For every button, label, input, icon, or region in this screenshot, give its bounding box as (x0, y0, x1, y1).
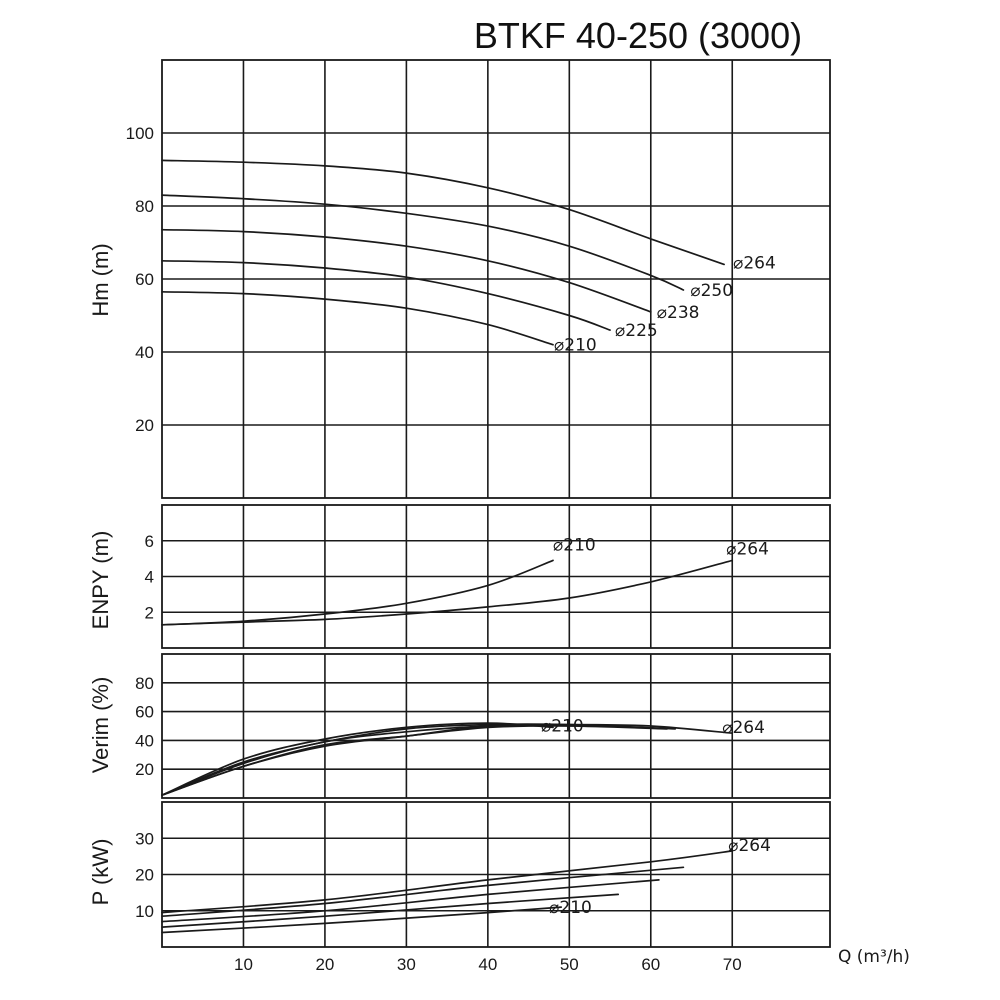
curve-label: ⌀238 (657, 303, 700, 323)
curve-label: ⌀210 (541, 716, 584, 736)
x-axis: 10 20 30 40 50 60 70 (234, 955, 742, 974)
curve-efficiency (161, 724, 554, 796)
x-tick-label: 30 (397, 955, 416, 974)
y-tick-label: 30 (135, 829, 154, 848)
x-tick-label: 20 (315, 955, 334, 974)
panel-head: 20 40 60 80 100 Hm (m) ⌀264⌀250⌀238⌀225 ⌀210 (88, 59, 831, 499)
y-tick-label: 40 (135, 343, 154, 362)
curve-label: ⌀250 (690, 281, 733, 301)
y-tick-label: 100 (126, 124, 154, 143)
x-tick-label: 40 (478, 955, 497, 974)
x-tick-label: 60 (641, 955, 660, 974)
curve-efficiency (161, 723, 734, 796)
y-tick-label: 4 (145, 568, 154, 587)
y-tick-label: 20 (135, 866, 154, 885)
y-tick-label: 6 (145, 532, 154, 551)
y-axis-title: P (kW) (88, 839, 113, 906)
y-axis-title: Hm (m) (88, 243, 113, 316)
panel-npsh: 2 4 6 ENPY (m) ⌀210 ⌀264 (88, 504, 831, 649)
curve-label: ⌀264 (726, 539, 769, 559)
y-tick-label: 80 (135, 197, 154, 216)
panel-power: 10 20 30 P (kW) ⌀264 ⌀210 (88, 801, 831, 948)
panel-frame (161, 653, 831, 799)
curve-head (161, 228, 652, 313)
y-tick-label: 80 (135, 674, 154, 693)
x-tick-label: 70 (723, 955, 742, 974)
curve-npsh (161, 559, 554, 626)
y-axis-title: ENPY (m) (88, 531, 113, 630)
curve-npsh (161, 559, 734, 626)
y-tick-label: 40 (135, 731, 154, 750)
curve-efficiency (161, 722, 554, 796)
y-tick-label: 60 (135, 270, 154, 289)
y-tick-label: 10 (135, 902, 154, 921)
curve-power (161, 866, 685, 918)
curve-power (161, 893, 620, 928)
y-tick-label: 20 (135, 760, 154, 779)
panel-efficiency: 20 40 60 80 Verim (%) ⌀264 ⌀210 (88, 653, 831, 799)
curve-efficiency (161, 723, 677, 796)
curve-label: ⌀264 (728, 836, 771, 856)
curve-label: ⌀264 (722, 718, 765, 738)
curve-label: ⌀210 (549, 898, 592, 918)
panel-frame (161, 504, 831, 649)
curve-head (161, 290, 554, 346)
y-tick-label: 60 (135, 703, 154, 722)
panel-frame (161, 801, 831, 948)
panel-frame (161, 59, 831, 499)
curve-label: ⌀225 (615, 321, 658, 341)
curve-head (161, 259, 611, 331)
curve-head (161, 194, 685, 291)
chart-title: BTKF 40-250 (3000) (474, 15, 802, 56)
curve-label: ⌀210 (553, 535, 596, 555)
curve-label: ⌀210 (554, 336, 597, 356)
x-axis-title: Q (m³/h) (838, 947, 910, 967)
curve-power (161, 906, 563, 934)
curve-label: ⌀264 (733, 253, 776, 273)
y-tick-label: 2 (145, 603, 154, 622)
y-tick-label: 20 (135, 416, 154, 435)
y-axis-title: Verim (%) (88, 677, 113, 774)
curve-head (161, 159, 725, 266)
curve-power (161, 850, 734, 914)
curve-power (161, 879, 660, 923)
x-tick-label: 50 (560, 955, 579, 974)
x-tick-label: 10 (234, 955, 253, 974)
